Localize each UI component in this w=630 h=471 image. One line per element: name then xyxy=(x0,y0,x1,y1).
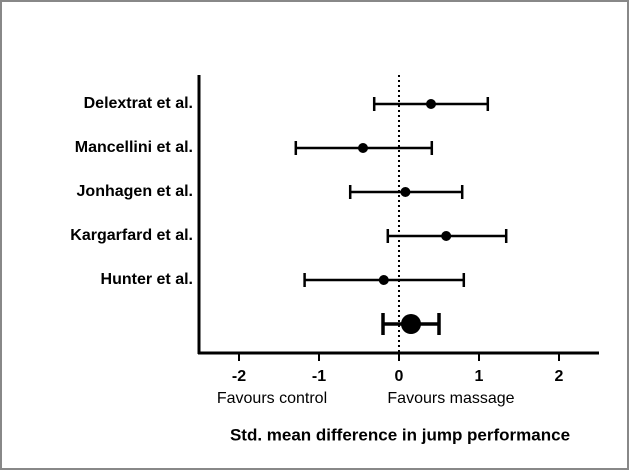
annotation: Favours massage xyxy=(387,390,514,407)
y-tick-label: Jonhagen et al. xyxy=(77,183,193,200)
y-tick-label: Delextrat et al. xyxy=(84,95,193,112)
y-tick-label: Kargarfard et al. xyxy=(70,227,193,244)
pooled-estimate xyxy=(401,314,421,334)
point-estimate xyxy=(358,143,368,153)
point-estimate xyxy=(441,231,452,241)
x-tick-label: 0 xyxy=(395,368,404,385)
point-estimate xyxy=(400,187,411,197)
y-tick-label: Mancellini et al. xyxy=(75,139,193,156)
point-estimate xyxy=(426,99,436,109)
x-tick-label: -2 xyxy=(232,368,246,385)
x-tick-label: -1 xyxy=(312,368,326,385)
y-tick-label: Hunter et al. xyxy=(101,271,193,288)
x-axis-label: Std. mean difference in jump performance xyxy=(230,425,570,444)
point-estimate xyxy=(378,275,389,285)
x-tick-label: 1 xyxy=(475,368,484,385)
x-tick-label: 2 xyxy=(555,368,564,385)
annotation: Favours control xyxy=(217,390,327,407)
